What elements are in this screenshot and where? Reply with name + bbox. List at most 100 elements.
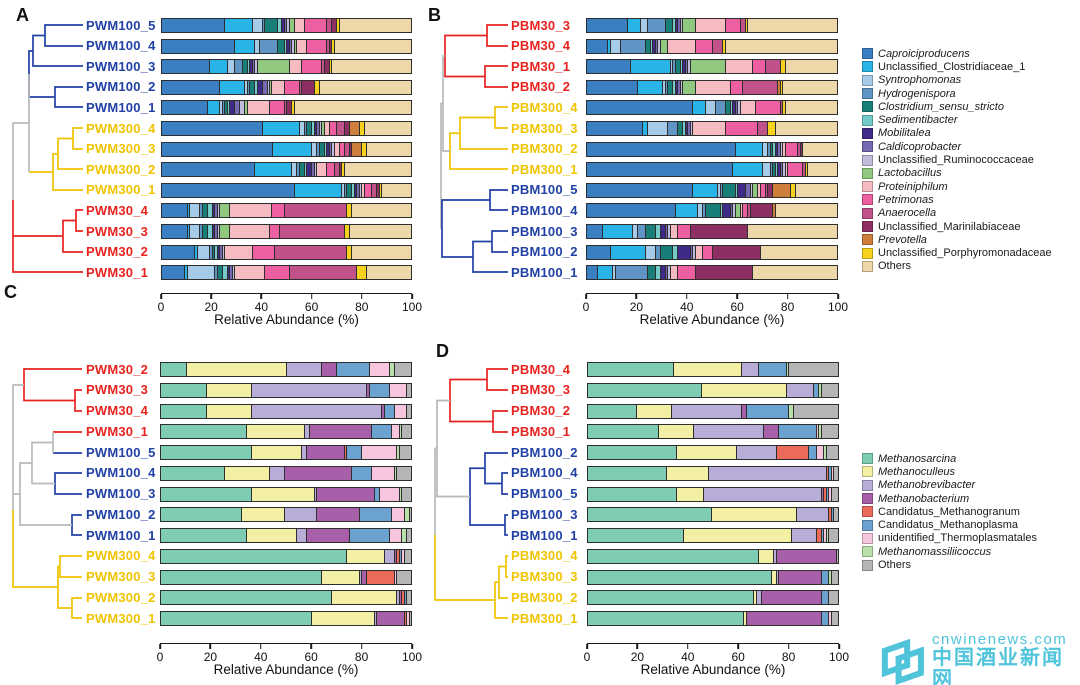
bar-segment-syntrophomonas bbox=[647, 122, 667, 135]
bar-segment-mobilitalea bbox=[281, 19, 284, 32]
bar-segment-unclassified_ruminococcaceae bbox=[737, 101, 740, 115]
bar-segment-unclassified_marinilabiaceae bbox=[331, 19, 337, 32]
axis-tick bbox=[586, 644, 588, 649]
bar-segment-syntrophomonas bbox=[697, 204, 702, 218]
bar-segment-methanobacterium bbox=[376, 612, 404, 626]
bar-segment-candidatus_methanogranum bbox=[825, 466, 828, 480]
bar-segment-methanosarcina bbox=[161, 446, 251, 460]
axis-tick-label: 0 bbox=[156, 650, 164, 664]
bar-segment-anaerocella bbox=[739, 19, 745, 32]
bar-segment-mobilitalea bbox=[659, 225, 665, 238]
row-label-pbm100_1: PBM100_1 bbox=[511, 527, 578, 543]
bar-segment-proteiniphilum bbox=[229, 225, 269, 238]
bar-segment-unclassified_porphyromonadaceae bbox=[328, 60, 332, 74]
bar-segment-hydrogenispora bbox=[637, 225, 645, 238]
bar-segment-methanosarcina bbox=[588, 404, 636, 418]
bar-segment-methanosarcina bbox=[588, 487, 676, 501]
bar-segment-unidentified_thermoplasmatales bbox=[388, 383, 406, 397]
stacked-bar-pwm30_4 bbox=[160, 403, 412, 419]
bar-segment-methanomassiliicoccus bbox=[828, 570, 831, 584]
bar-segment-unclassified_ruminococcaceae bbox=[779, 142, 782, 156]
stacked-bar-pwm300_3 bbox=[161, 141, 412, 157]
bar-segment-lactobacillus bbox=[256, 60, 289, 74]
bar-segment-methanobrevibacter bbox=[703, 487, 821, 501]
legend-label: Methanobrevibacter bbox=[878, 479, 976, 492]
row-label-pbm100_2: PBM100_2 bbox=[511, 444, 578, 460]
bar-segment-methanoculleus bbox=[710, 508, 796, 522]
bar-segment-unclassified_ruminococcaceae bbox=[313, 163, 317, 177]
bar-segment-clostridium_sensu_stricto bbox=[216, 266, 222, 280]
bar-segment-methanobacterium bbox=[763, 425, 778, 439]
stacked-bar-pwm300_4 bbox=[160, 548, 412, 564]
bar-segment-methanoculleus bbox=[675, 446, 736, 460]
bar-segment-methanomassiliicoccus bbox=[823, 446, 826, 460]
stacked-bar-pwm30_2 bbox=[160, 362, 412, 377]
bar-segment-sedimentibacter bbox=[214, 245, 217, 259]
bar-segment-proteiniphilum bbox=[293, 19, 304, 32]
row-label-pbm300_1: PBM300_1 bbox=[511, 610, 578, 626]
bar-segment-methanoculleus bbox=[246, 529, 296, 543]
bar-segment-clostridium_sensu_stricto bbox=[201, 225, 207, 238]
bar-segment-syntrophomonas bbox=[244, 80, 247, 94]
bar-segment-mobilitalea bbox=[249, 60, 252, 74]
row-label-pwm100_1: PWM100_1 bbox=[86, 99, 156, 115]
bar-segment-hydrogenispora bbox=[767, 142, 770, 156]
bar-segment-sedimentibacter bbox=[206, 225, 212, 238]
bar-segment-caldicoprobacter bbox=[328, 142, 332, 156]
bar-segment-unclassified_marinilabiaceae bbox=[689, 225, 747, 238]
bar-segment-mobilitalea bbox=[211, 204, 215, 218]
bar-segment-proteiniphilum bbox=[784, 163, 787, 177]
bar-segment-clostridium_sensu_stricto bbox=[704, 204, 720, 218]
legend-swatch bbox=[862, 221, 873, 232]
bar-segment-syntrophomonas bbox=[341, 183, 344, 197]
x-axis-title-c: Relative Abundance (%) bbox=[213, 662, 359, 677]
stacked-bar-pbm300_2 bbox=[586, 141, 838, 157]
legend-swatch bbox=[862, 247, 873, 259]
bar-segment-others bbox=[343, 163, 411, 177]
legend-swatch bbox=[862, 114, 873, 126]
legend-label: Methanoculleus bbox=[878, 465, 956, 478]
legend-item-unidentified_thermoplasmatales: unidentified_Thermoplasmatales bbox=[862, 532, 1037, 545]
bar-segment-methanomassiliicoccus bbox=[788, 404, 793, 418]
bar-segment-proteiniphilum bbox=[782, 142, 785, 156]
legend-swatch bbox=[862, 101, 873, 113]
stacked-bar-pbm300_4 bbox=[586, 100, 838, 116]
bar-segment-petrimonas bbox=[251, 245, 274, 259]
axis-tick-label: 80 bbox=[355, 300, 369, 314]
bar-segment-methanobrevibacter bbox=[790, 529, 816, 543]
x-axis-d: 0 20 40 60 80 100 bbox=[584, 643, 849, 664]
legend-label: Unclassified_Porphyromonadaceae bbox=[878, 247, 1052, 260]
bar-segment-mobilitalea bbox=[306, 163, 312, 177]
row-label-pbm300_2: PBM300_2 bbox=[511, 141, 578, 157]
bar-segment-methanobacterium bbox=[398, 591, 401, 605]
stacked-bar-pbm30_4 bbox=[587, 362, 839, 377]
legend-label: Caproiciproducens bbox=[878, 47, 970, 60]
stacked-bar-pwm30_2 bbox=[161, 244, 412, 260]
axis-tick bbox=[310, 294, 313, 299]
bar-segment-petrimonas bbox=[724, 19, 740, 32]
bar-segment-unclassified_ruminococcaceae bbox=[266, 80, 269, 94]
bar-segment-candidatus_methanoplasma bbox=[348, 529, 389, 543]
bar-segment-methanoculleus bbox=[251, 446, 301, 460]
axis-tick bbox=[260, 644, 262, 649]
bar-segment-unclassified_porphyromonadaceae bbox=[744, 19, 747, 32]
bar-segment-methanosarcina bbox=[161, 363, 186, 376]
legend-swatch bbox=[862, 546, 873, 558]
bar-segment-candidatus_methanoplasma bbox=[828, 466, 831, 480]
bar-segment-petrimonas bbox=[363, 183, 372, 197]
bar-segment-proteiniphilum bbox=[296, 39, 307, 53]
bar-segment-candidatus_methanoplasma bbox=[820, 591, 828, 605]
bar-segment-caproiciproducens bbox=[587, 60, 630, 74]
bar-segment-unidentified_thermoplasmatales bbox=[371, 466, 394, 480]
bar-segment-methanoculleus bbox=[251, 487, 314, 501]
bar-segment-candidatus_methanoplasma bbox=[778, 425, 816, 439]
bar-segment-methanoculleus bbox=[346, 549, 384, 563]
bar-segment-others bbox=[794, 183, 837, 197]
bar-segment-hydrogenispora bbox=[303, 122, 307, 135]
legend-label: Methanobacterium bbox=[878, 492, 970, 505]
bar-segment-methanosarcina bbox=[161, 508, 241, 522]
bar-segment-methanosarcina bbox=[588, 549, 758, 563]
bar-segment-unclassified_clostridiaceae_1 bbox=[629, 60, 670, 74]
bar-segment-methanoculleus bbox=[331, 591, 396, 605]
legend-swatch bbox=[862, 532, 873, 544]
